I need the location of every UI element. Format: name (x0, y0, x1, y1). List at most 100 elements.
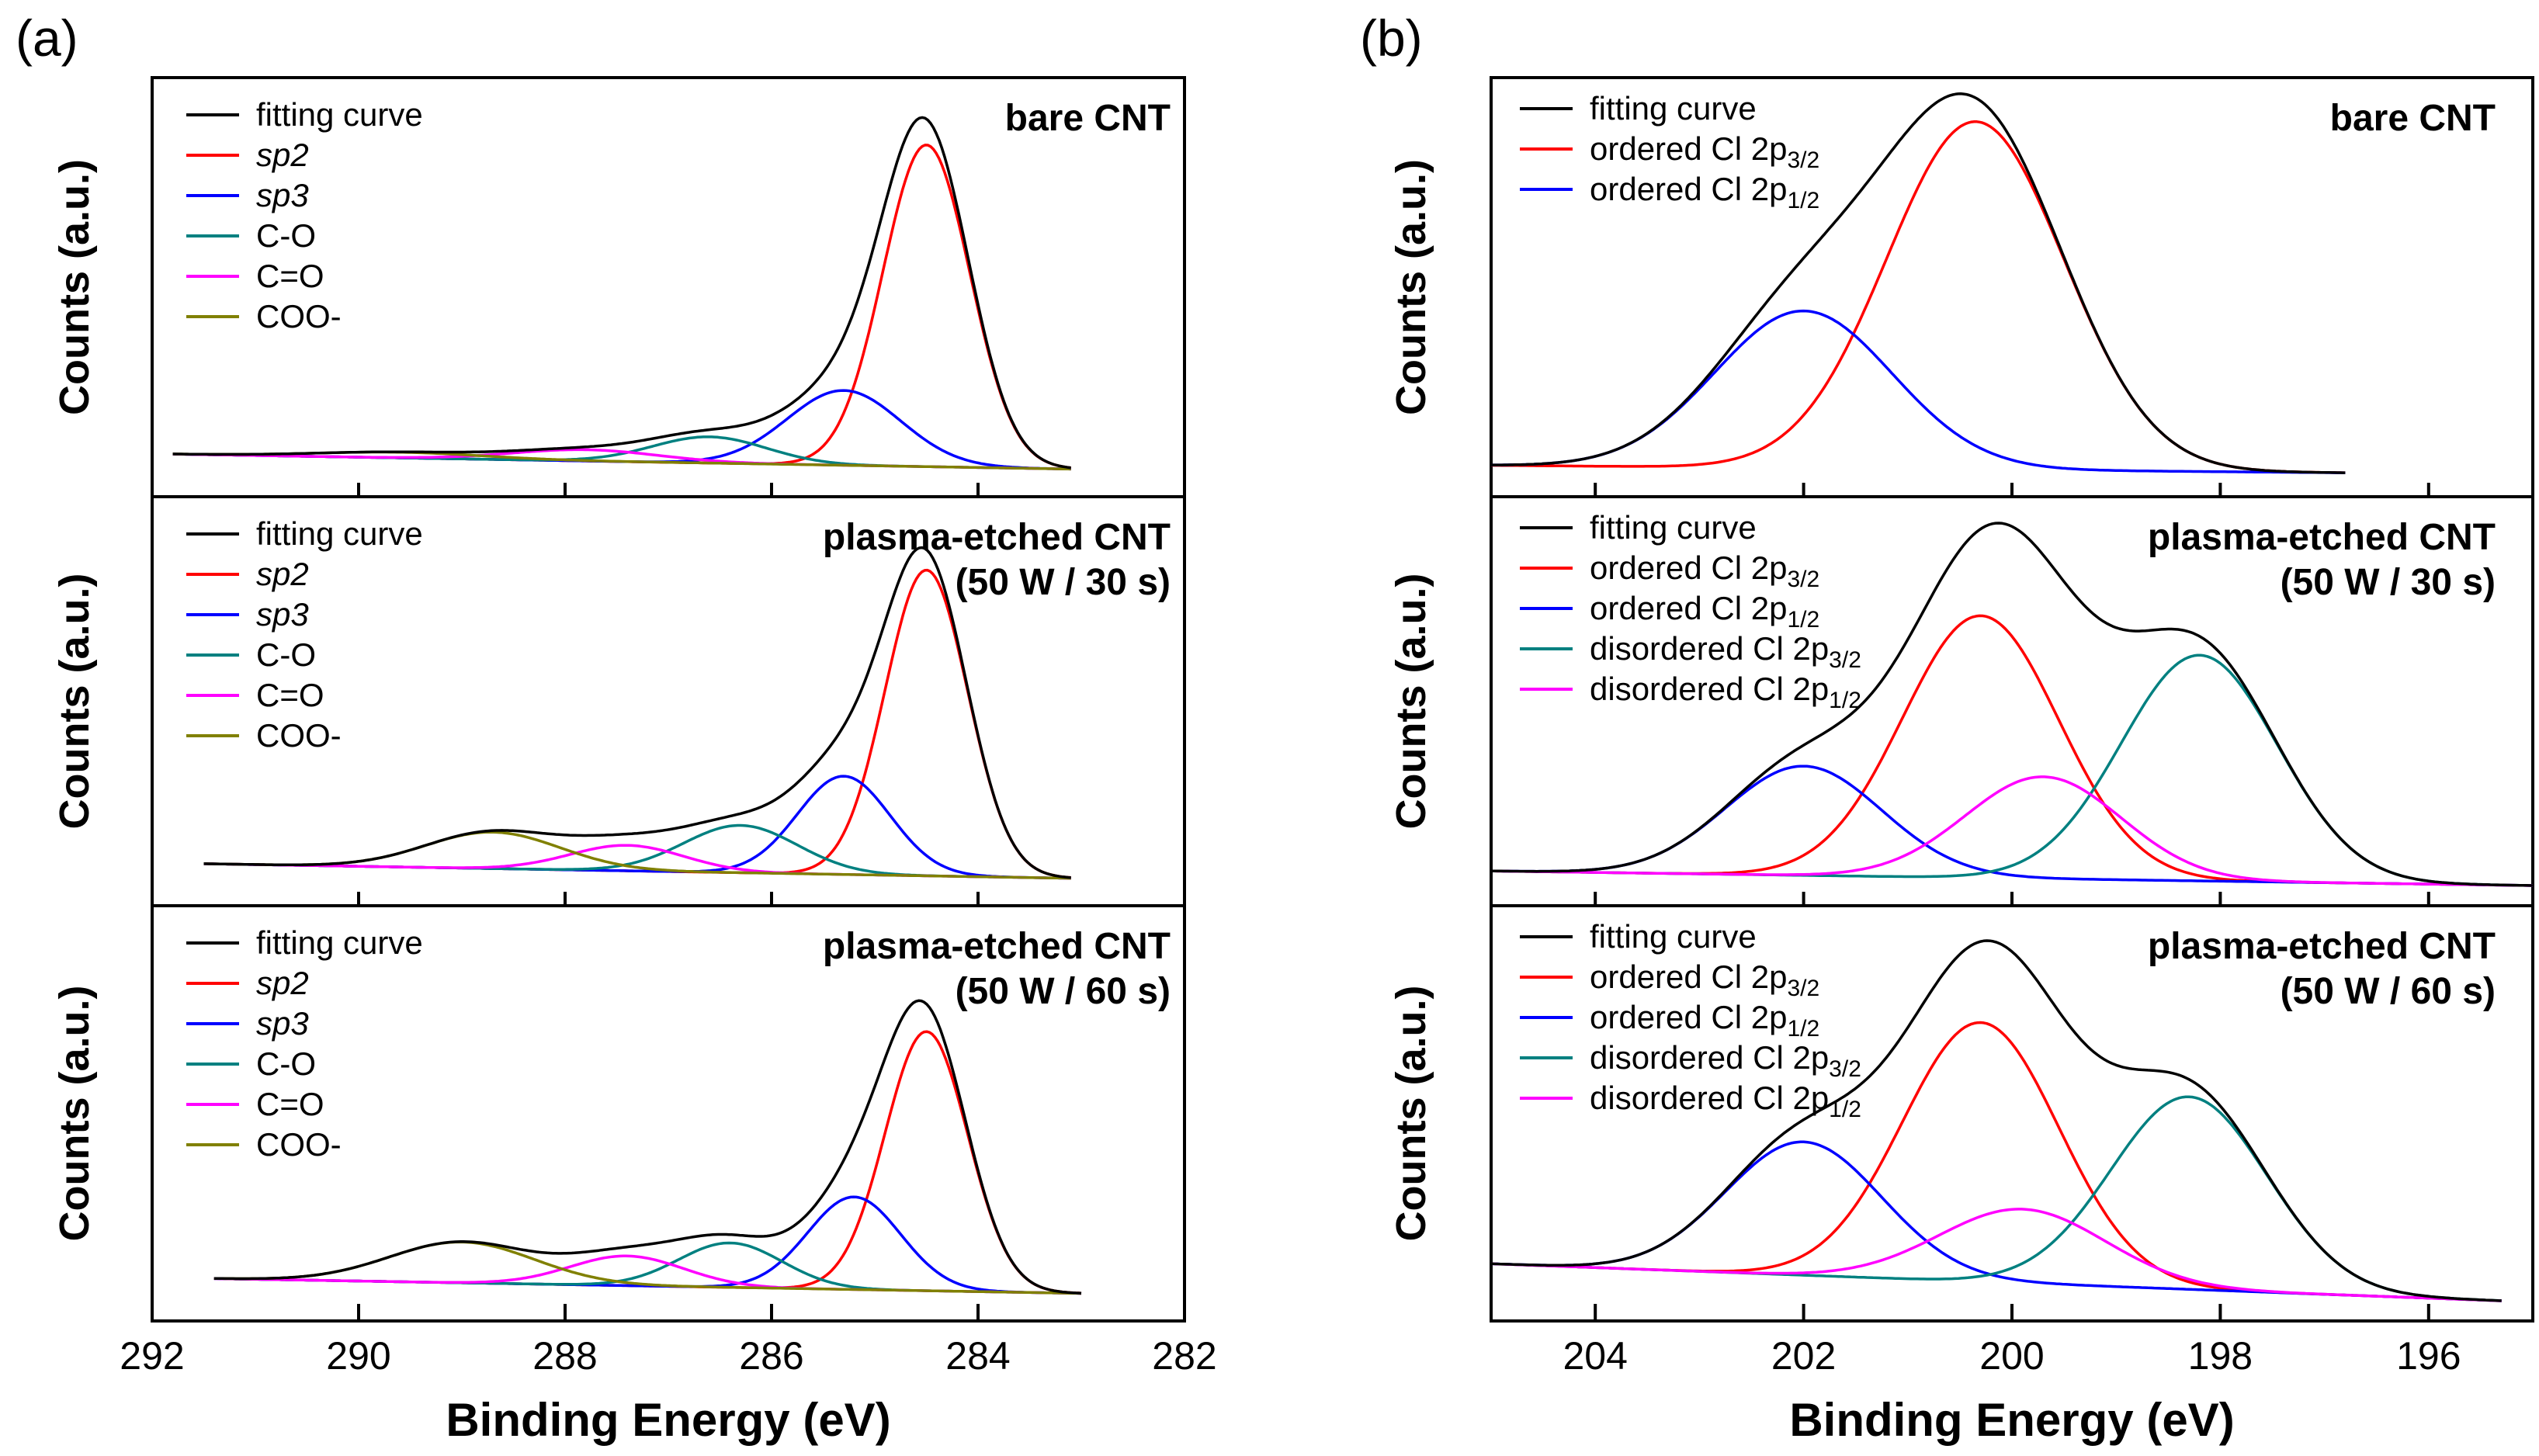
legend-label-base: ordered Cl 2p (1590, 130, 1787, 167)
panel-b-xtick-label: 198 (2188, 1334, 2253, 1378)
panel-a-xtick-label: 292 (120, 1334, 184, 1378)
legend-label: ordered Cl 2p3/2 (1590, 549, 1819, 592)
legend-label-base: disordered Cl 2p (1590, 671, 1829, 707)
component-curve-disordered-cl-2p1-2 (1490, 775, 2534, 887)
legend-label: C=O (256, 1086, 324, 1122)
legend-label: COO- (256, 717, 342, 754)
legend-label: fitting curve (1590, 918, 1757, 955)
fitting-curve (1490, 939, 2502, 1302)
legend-label-subscript: 3/2 (1787, 147, 1819, 173)
sample-label: (50 W / 60 s) (2281, 971, 2496, 1012)
legend-label: sp3 (256, 177, 309, 213)
sample-label: bare CNT (1005, 98, 1171, 139)
panel-a-xtick-label: 282 (1152, 1334, 1216, 1378)
sample-label: plasma-etched CNT (823, 926, 1171, 967)
sample-label: plasma-etched CNT (2148, 517, 2496, 558)
fitting-curve (213, 999, 1082, 1295)
legend-label: C-O (256, 636, 316, 673)
legend-label-subscript: 1/2 (1787, 1016, 1819, 1042)
panel-a-subplot-1: Counts (a.u.) fitting curve sp2 sp3 C-O C=O CO… (51, 96, 1171, 471)
panel-a-ylabel: Counts (a.u.) (51, 986, 98, 1242)
legend-label-subscript: 3/2 (1787, 976, 1819, 1001)
panel-a-xtick-label: 288 (532, 1334, 597, 1378)
component-curve-ordered-cl-2p1-2 (1490, 1140, 2502, 1302)
legend-label: ordered Cl 2p3/2 (1590, 130, 1819, 173)
panel-a-xtick-label: 286 (739, 1334, 803, 1378)
panel-b-ylabel: Counts (a.u.) (1388, 159, 1434, 415)
legend-label: COO- (256, 298, 342, 335)
legend-label: fitting curve (1590, 90, 1757, 127)
panel-a-label: (a) (16, 9, 78, 67)
legend-label: sp3 (256, 596, 309, 633)
panel-b-xtick-label: 202 (1771, 1334, 1836, 1378)
legend-label: C=O (256, 258, 324, 294)
component-curve-sp2 (213, 1030, 1082, 1295)
legend-label: COO- (256, 1126, 342, 1163)
panel-b-ylabel: Counts (a.u.) (1388, 574, 1434, 830)
legend-label-base: disordered Cl 2p (1590, 1080, 1829, 1116)
panel-a-ylabel: Counts (a.u.) (51, 159, 98, 415)
legend-label-subscript: 1/2 (1787, 188, 1819, 213)
legend-label-subscript: 1/2 (1829, 1097, 1861, 1122)
fitting-curve (172, 116, 1071, 470)
sample-label: bare CNT (2330, 98, 2496, 139)
legend-label: fitting curve (256, 924, 423, 961)
legend-label-subscript: 3/2 (1829, 647, 1861, 673)
legend-label: disordered Cl 2p3/2 (1590, 1039, 1861, 1082)
legend-label: C-O (256, 217, 316, 254)
legend-label-subscript: 3/2 (1829, 1056, 1861, 1082)
legend-label: sp2 (256, 965, 309, 1001)
fitting-curve (1491, 522, 2534, 887)
legend-label: disordered Cl 2p1/2 (1590, 1080, 1861, 1122)
legend-label-base: disordered Cl 2p (1590, 1039, 1829, 1076)
legend-label-base: ordered Cl 2p (1590, 999, 1787, 1035)
panel-b-xlabel: Binding Energy (eV) (1789, 1394, 2234, 1446)
fitting-curve (1491, 92, 2346, 474)
component-curve-coo (213, 1240, 1082, 1295)
panel-a-xtick-label: 290 (326, 1334, 390, 1378)
sample-label: plasma-etched CNT (2148, 926, 2496, 967)
legend-label: C=O (256, 677, 324, 713)
legend-label: ordered Cl 2p1/2 (1590, 999, 1819, 1042)
sample-label: (50 W / 30 s) (2281, 562, 2496, 603)
panel-a-ylabel: Counts (a.u.) (51, 574, 98, 830)
legend-label-base: disordered Cl 2p (1590, 630, 1829, 667)
panel-b-xtick-label: 204 (1563, 1334, 1627, 1378)
sample-label: (50 W / 60 s) (956, 971, 1171, 1012)
legend-label: sp2 (256, 556, 309, 592)
legend-label: disordered Cl 2p3/2 (1590, 630, 1861, 673)
fitting-curve (203, 546, 1071, 879)
legend-label: fitting curve (256, 96, 423, 133)
legend-label-subscript: 3/2 (1787, 567, 1819, 592)
legend-label: sp3 (256, 1005, 309, 1042)
panel-a-xlabel: Binding Energy (eV) (446, 1394, 890, 1446)
panel-a-xtick-label: 284 (945, 1334, 1010, 1378)
legend-label: fitting curve (1590, 509, 1757, 546)
panel-a-frame (151, 76, 1186, 1323)
legend-label: C-O (256, 1045, 316, 1082)
legend-label-subscript: 1/2 (1787, 607, 1819, 633)
legend-label: fitting curve (256, 515, 423, 552)
legend-label-subscript: 1/2 (1829, 688, 1861, 713)
legend-label: sp2 (256, 137, 309, 173)
sample-label: (50 W / 30 s) (956, 562, 1171, 603)
legend-label-base: ordered Cl 2p (1590, 171, 1787, 207)
legend-label-base: ordered Cl 2p (1590, 590, 1787, 626)
sample-label: plasma-etched CNT (823, 517, 1171, 558)
panel-b-xtick-label: 196 (2396, 1334, 2461, 1378)
legend-label: ordered Cl 2p3/2 (1590, 959, 1819, 1001)
legend-label: ordered Cl 2p1/2 (1590, 590, 1819, 633)
legend-label-base: ordered Cl 2p (1590, 549, 1787, 586)
legend-label-base: ordered Cl 2p (1590, 959, 1787, 995)
legend-label: ordered Cl 2p1/2 (1590, 171, 1819, 213)
panel-b-label: (b) (1360, 9, 1423, 67)
legend-label: disordered Cl 2p1/2 (1590, 671, 1861, 713)
panel-b-ylabel: Counts (a.u.) (1388, 986, 1434, 1242)
panel-b: (b) 204 202 200 198 196 Binding Energy (eV) Cou… (1360, 9, 2534, 1446)
